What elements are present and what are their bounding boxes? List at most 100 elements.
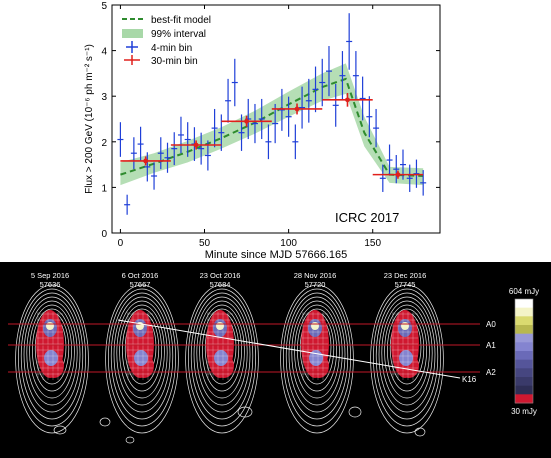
four-min-bin-point [359, 76, 366, 121]
interval-band [120, 63, 424, 186]
colorbar-step [515, 299, 533, 309]
four-min-bin-point [413, 159, 420, 188]
four-min-bin-point [157, 137, 164, 170]
epoch-mjd-label: 57720 [305, 280, 326, 289]
epoch-date-label: 23 Oct 2016 [200, 271, 241, 280]
four-min-bin-layer [117, 13, 427, 215]
stray-contour [99, 417, 111, 427]
four-min-bin-point [379, 164, 386, 192]
thirty-min-bin-point [221, 115, 272, 127]
legend: best-fit model 99% interval 4-min bin 30… [122, 15, 211, 67]
four-min-bin-point [137, 126, 144, 162]
component-label-a0: A0 [486, 320, 496, 329]
y-tick-label: 0 [101, 229, 107, 240]
chart-annotation: ICRC 2017 [335, 210, 399, 225]
colorbar-step [515, 307, 533, 317]
thirty-min-bin-point [271, 103, 323, 115]
four-min-bin-point [305, 78, 312, 123]
y-tick-label: 4 [101, 47, 107, 58]
epoch-mjd-label: 57667 [130, 280, 151, 289]
stray-contour [125, 436, 135, 444]
colorbar-max-label: 604 mJy [509, 287, 539, 296]
x-axis-label: Minute since MJD 57666.165 [205, 249, 347, 261]
legend-4min-swatch [126, 41, 138, 53]
four-min-bin-point [117, 122, 124, 157]
radio-map-epoch [185, 284, 259, 434]
epoch-date-label: 5 Sep 2016 [31, 271, 69, 280]
colorbar [514, 298, 534, 404]
four-min-bin-point [319, 58, 326, 107]
component-label-a1: A1 [486, 341, 496, 350]
thirty-min-bin-point [120, 156, 171, 166]
stray-contour [348, 406, 362, 418]
four-min-bin-point [386, 144, 393, 176]
four-min-bin-point [299, 86, 306, 129]
stray-contour [414, 427, 426, 437]
radio-maps-layer [15, 284, 444, 444]
four-min-bin-point [198, 132, 205, 165]
colorbar-frame [514, 298, 534, 404]
colorbar-step [515, 368, 533, 378]
four-min-bin-point [373, 108, 380, 148]
thirty-min-bin-point [372, 170, 424, 179]
four-min-bin-point [211, 108, 218, 148]
four-min-bin-point [346, 13, 353, 70]
legend-band-label: 99% interval [151, 29, 206, 40]
radio-map-epoch [280, 284, 354, 434]
epoch-date-label: 23 Dec 2016 [384, 271, 427, 280]
component-label-k16: K16 [462, 375, 477, 384]
legend-band-swatch [122, 29, 143, 38]
axis-ticks-layer: 0 50 100 150 0 1 2 3 4 5 [101, 1, 440, 249]
four-min-bin-point [265, 124, 272, 160]
four-min-bin-point [278, 88, 285, 131]
four-min-bin-point [332, 83, 339, 127]
four-min-bin-point [366, 96, 373, 138]
four-min-bin-point [292, 124, 299, 160]
y-tick-label: 1 [101, 183, 107, 194]
light-curve-chart: 0 50 100 150 0 1 2 3 4 5 best-fit model 99% inter… [84, 1, 441, 261]
legend-4min-label: 4-min bin [151, 43, 192, 54]
colorbar-step [515, 342, 533, 352]
four-min-bin-point [352, 51, 359, 101]
y-tick-label: 3 [101, 92, 107, 103]
colorbar-step [515, 333, 533, 343]
x-tick-label: 150 [364, 238, 381, 249]
four-min-bin-point [325, 46, 332, 97]
legend-model-label: best-fit model [151, 15, 211, 26]
k16-trajectory-line [117, 319, 461, 379]
stray-contour [237, 406, 253, 418]
colorbar-step [515, 385, 533, 395]
epoch-date-label: 6 Oct 2016 [122, 271, 159, 280]
component-label-a2: A2 [486, 368, 496, 377]
epoch-mjd-label: 57684 [210, 280, 231, 289]
thirty-min-bin-point [170, 140, 222, 150]
y-axis-label: Flux > 200 GeV (10⁻⁶ ph m⁻² s⁻¹) [84, 44, 95, 194]
epoch-mjd-label: 57636 [40, 280, 61, 289]
four-min-bin-point [164, 142, 171, 173]
four-min-bin-point [225, 78, 232, 123]
colorbar-min-label: 30 mJy [511, 407, 537, 416]
legend-30min-label: 30-min bin [151, 56, 198, 67]
colorbar-step [515, 394, 533, 404]
colorbar-step [515, 351, 533, 361]
colorbar-step [515, 377, 533, 387]
four-min-bin-point [406, 164, 413, 192]
four-min-bin-point [272, 103, 279, 144]
four-min-bin-point [184, 122, 191, 157]
x-tick-label: 0 [118, 238, 124, 249]
four-min-bin-point [285, 96, 292, 137]
four-min-bin-point [258, 98, 265, 140]
four-min-bin-point [144, 152, 151, 182]
four-min-bin-point [151, 162, 158, 190]
plot-frame [111, 4, 441, 234]
epoch-mjd-label: 57745 [395, 280, 416, 289]
four-min-bin-point [231, 58, 238, 107]
legend-30min-swatch [124, 55, 140, 65]
four-min-bin-point [171, 132, 178, 166]
four-min-bin-point [177, 116, 184, 154]
colorbar-step [515, 359, 533, 369]
thirty-min-bin-layer [120, 93, 424, 179]
x-tick-label: 100 [280, 238, 297, 249]
